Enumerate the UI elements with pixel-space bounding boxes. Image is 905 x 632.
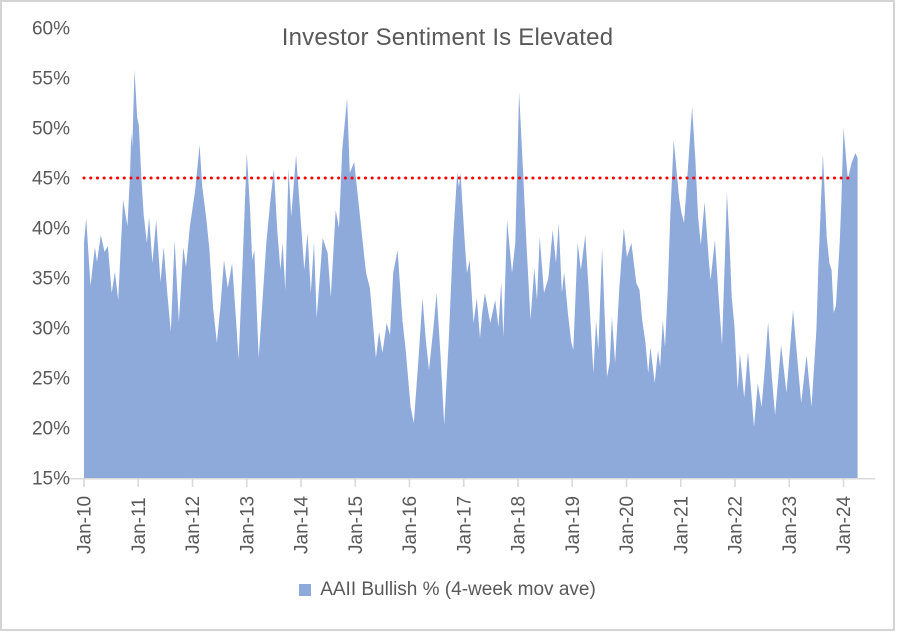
x-axis <box>68 477 875 487</box>
x-axis-label: Jan-10 <box>75 496 96 554</box>
x-axis-label: Jan-18 <box>509 496 530 554</box>
y-axis-label: 30% <box>32 319 70 340</box>
x-axis-label: Jan-14 <box>292 495 313 554</box>
chart-title: Investor Sentiment Is Elevated <box>281 24 614 51</box>
y-axis-label: 20% <box>32 419 70 440</box>
legend-swatch-icon <box>299 584 312 596</box>
x-axis-label: Jan-20 <box>617 496 638 554</box>
legend-label: AAII Bullish % (4-week mov ave) <box>320 579 596 600</box>
y-axis-label: 40% <box>32 219 70 240</box>
x-axis-label: Jan-19 <box>563 496 584 554</box>
y-axis-label: 45% <box>32 169 70 190</box>
x-axis-label: Jan-22 <box>726 496 747 554</box>
x-axis-label: Jan-23 <box>780 496 801 554</box>
y-axis-labels: 15% 20% 25% 30% 35% 40% 45% 50% 55% 60% <box>32 19 70 490</box>
legend: AAII Bullish % (4-week mov ave) <box>0 579 895 601</box>
sentiment-area-series <box>84 70 858 478</box>
y-axis-label: 60% <box>32 19 70 40</box>
x-axis-label: Jan-24 <box>834 495 855 554</box>
x-axis-label: Jan-16 <box>400 496 421 554</box>
y-axis-label: 55% <box>32 69 70 90</box>
y-axis-label: 15% <box>32 469 70 490</box>
y-axis-label: 50% <box>32 119 70 140</box>
y-axis-label: 35% <box>32 269 70 290</box>
y-axis-label: 25% <box>32 369 70 390</box>
x-axis-label: Jan-13 <box>237 496 258 554</box>
x-axis-label: Jan-21 <box>671 496 692 554</box>
x-axis-labels: Jan-10 Jan-11 Jan-12 Jan-13 Jan-14 Jan-15 Jan-… <box>75 495 856 554</box>
x-axis-label: Jan-12 <box>183 496 204 554</box>
x-axis-label: Jan-15 <box>346 496 367 554</box>
x-axis-label: Jan-17 <box>454 496 475 554</box>
x-axis-label: Jan-11 <box>129 497 150 554</box>
